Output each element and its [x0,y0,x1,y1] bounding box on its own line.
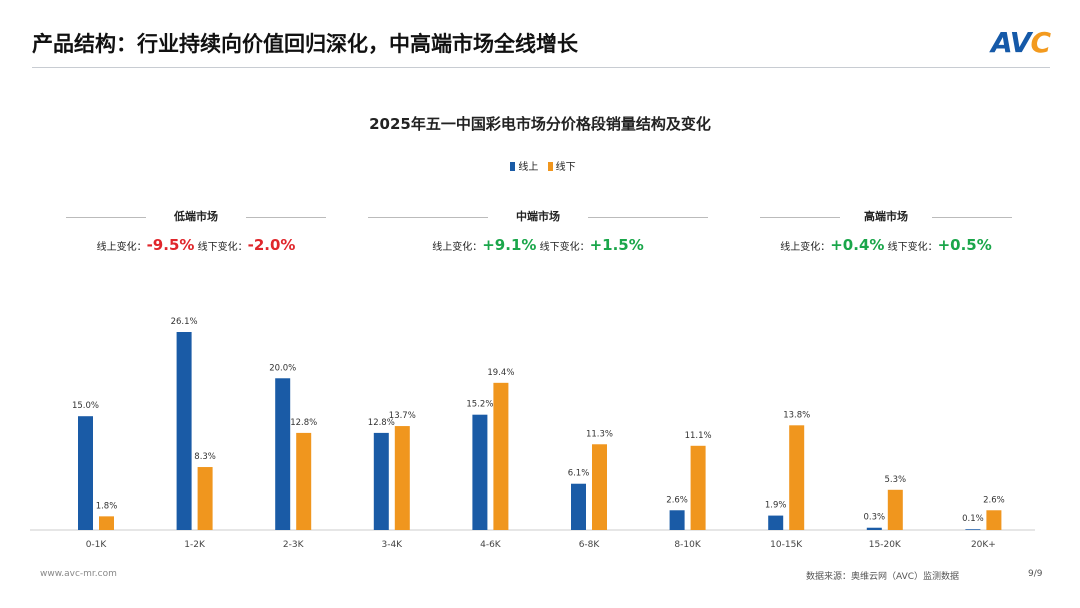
x-tick-label: 6-8K [579,540,601,550]
bar-online [373,432,389,530]
offline-change: +0.5% [937,236,992,254]
online-change: +9.1% [482,236,537,254]
bar-offline [493,382,509,530]
data-label: 12.8% [368,418,395,428]
data-label: 1.9% [765,501,787,511]
bar-online [78,416,93,530]
online-change: -9.5% [146,236,195,254]
arrow-right [246,217,326,218]
footer-url[interactable]: www.avc-mr.com [40,569,117,579]
bar-online [768,515,784,530]
online-change: +0.4% [830,236,885,254]
data-label: 20.0% [269,363,296,373]
segment-change: 线上变化：+0.4% 线下变化：+0.5% [760,236,1012,254]
bar-online [275,378,291,530]
data-label: 6.1% [568,469,590,479]
bar-offline [394,426,410,530]
chart-title: 2025年五一中国彩电市场分价格段销量结构及变化 [369,115,711,133]
data-label: 13.8% [783,410,810,420]
x-tick-label: 20K+ [971,540,996,550]
bar-online [965,529,981,530]
data-label: 0.1% [962,514,984,524]
data-label: 8.3% [194,452,216,462]
bar-offline [296,432,312,530]
data-label: 2.6% [666,495,688,505]
x-tick-label: 1-2K [184,540,206,550]
data-label: 11.1% [685,431,712,441]
x-tick-label: 10-15K [770,540,803,550]
offline-label: 线下变化： [887,242,938,253]
bar-offline [887,489,903,530]
legend-offline: 线下 [555,162,576,173]
bar-offline [789,425,805,530]
page-title: 产品结构：行业持续向价值回归深化，中高端市场全线增长 [32,32,578,56]
segment-name: 低端市场 [174,210,218,223]
footer-source: 数据来源：奥维云网（AVC）监测数据 [806,572,960,582]
offline-change: +1.5% [589,236,644,254]
x-tick-label: 4-6K [480,540,502,550]
arrow-left [66,217,146,218]
data-label: 13.7% [389,411,416,421]
divider [32,67,1050,68]
segment-low: 低端市场 线上变化：-9.5% 线下变化：-2.0% [66,206,326,256]
data-label: 19.4% [487,368,514,378]
bar-online [669,510,685,530]
bar-offline [690,445,706,530]
legend: 线上 线下 [0,158,1080,173]
offline-label: 线下变化： [539,242,590,253]
arrow-left [368,217,488,218]
x-tick-label: 3-4K [381,540,403,550]
page-number: 9/9 [1028,569,1043,579]
offline-label: 线下变化： [197,242,248,253]
x-tick-label: 2-3K [283,540,305,550]
arrow-right [588,217,708,218]
bar-offline [99,516,114,530]
bar-online [866,527,882,530]
avc-logo: AVC [990,26,1051,59]
online-label: 线上变化： [96,242,147,253]
online-label: 线上变化： [432,242,483,253]
bar-online [176,332,192,530]
segment-high: 高端市场 线上变化：+0.4% 线下变化：+0.5% [760,206,1012,256]
segment-change: 线上变化：-9.5% 线下变化：-2.0% [66,236,326,254]
bar-offline [986,510,1002,530]
data-label: 2.6% [983,495,1005,505]
bar-online [571,483,586,530]
legend-swatch-online [510,162,516,171]
arrow-left [760,217,840,218]
data-label: 11.3% [586,429,613,439]
data-label: 0.3% [863,513,885,523]
bar-online [472,414,488,530]
arrow-right [932,217,1012,218]
bar-offline [592,444,607,530]
data-label: 15.2% [466,400,493,410]
legend-online: 线上 [518,162,539,173]
segment-name: 中端市场 [516,210,560,223]
data-label: 1.8% [96,501,118,511]
bar-offline [197,467,213,530]
online-label: 线上变化： [780,242,831,253]
data-label: 12.8% [290,418,317,428]
data-label: 26.1% [171,317,198,327]
data-label: 5.3% [884,475,906,485]
offline-change: -2.0% [247,236,296,254]
x-tick-label: 15-20K [869,540,902,550]
legend-swatch-offline [547,162,553,171]
segment-mid: 中端市场 线上变化：+9.1% 线下变化：+1.5% [368,206,708,256]
segment-change: 线上变化：+9.1% 线下变化：+1.5% [368,236,708,254]
data-label: 15.0% [72,401,99,411]
x-tick-label: 8-10K [674,540,701,550]
x-tick-label: 0-1K [86,540,108,550]
segment-name: 高端市场 [864,210,908,223]
